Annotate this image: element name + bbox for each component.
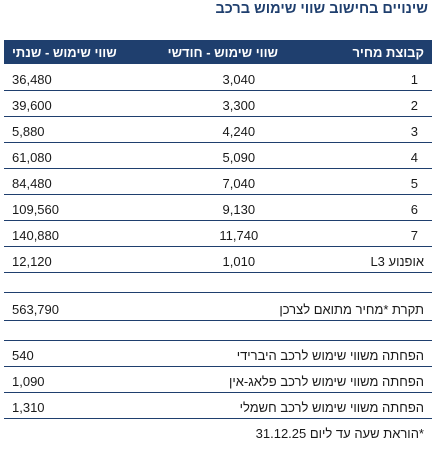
yearly-value-cell: 5,880: [4, 116, 160, 143]
price-group-cell: 7: [285, 220, 432, 247]
table-row: 5 7,040 84,480: [4, 168, 432, 195]
monthly-value-cell: 1,010: [159, 246, 286, 273]
price-group-cell: 4: [285, 142, 432, 169]
monthly-value-cell: 4,240: [159, 116, 286, 143]
footnote-row: *הוראת שעה עד ליום 31.12.25: [4, 418, 432, 444]
table-row: 3 4,240 5,880: [4, 116, 432, 143]
monthly-value-cell: 7,040: [159, 168, 286, 195]
deduction-value: 540: [4, 340, 160, 367]
monthly-value-cell: 3,040: [159, 64, 286, 91]
spacer-row: [4, 320, 432, 341]
deduction-value: 1,310: [4, 392, 160, 419]
yearly-value-cell: 39,600: [4, 90, 160, 117]
table-row: 6 9,130 109,560: [4, 194, 432, 221]
ceiling-row: תקרת *מחיר מתואם לצרכן 563,790: [4, 292, 432, 321]
monthly-value-cell: 9,130: [159, 194, 286, 221]
price-group-cell: אופנוע L3: [285, 246, 432, 273]
yearly-value-cell: 140,880: [4, 220, 160, 247]
deduction-row: הפחתה משווי שימוש לרכב פלאג-אין 1,090: [4, 366, 432, 393]
price-group-cell: 5: [285, 168, 432, 195]
price-group-cell: 3: [285, 116, 432, 143]
yearly-value-cell: 109,560: [4, 194, 160, 221]
header-monthly-value: שווי שימוש - חודשי: [159, 40, 286, 64]
price-group-cell: 1: [285, 64, 432, 91]
table-row: 7 11,740 140,880: [4, 220, 432, 247]
page-title: שינויים בחישוב שווי שימוש ברכב: [215, 1, 429, 17]
monthly-value-cell: 5,090: [159, 142, 286, 169]
table-row: 1 3,040 36,480: [4, 64, 432, 91]
usage-value-table: קבוצת מחיר שווי שימוש - חודשי שווי שימוש…: [4, 40, 432, 444]
deduction-row: הפחתה משווי שימוש לרכב חשמלי 1,310: [4, 392, 432, 419]
header-yearly-value: שווי שימוש - שנתי: [4, 40, 160, 64]
price-group-cell: 2: [285, 90, 432, 117]
yearly-value-cell: 36,480: [4, 64, 160, 91]
yearly-value-cell: 12,120: [4, 246, 160, 273]
table-header-row: קבוצת מחיר שווי שימוש - חודשי שווי שימוש…: [4, 40, 432, 64]
footnote: *הוראת שעה עד ליום 31.12.25: [255, 426, 424, 441]
ceiling-value: 563,790: [4, 292, 160, 321]
header-price-group: קבוצת מחיר: [285, 40, 432, 64]
table-row: 2 3,300 39,600: [4, 90, 432, 117]
deduction-row: הפחתה משווי שימוש לרכב היברידי 540: [4, 340, 432, 367]
ceiling-label: תקרת *מחיר מתואם לצרכן: [159, 292, 432, 321]
deduction-label: הפחתה משווי שימוש לרכב חשמלי: [159, 392, 432, 419]
deduction-label: הפחתה משווי שימוש לרכב היברידי: [159, 340, 432, 367]
monthly-value-cell: 11,740: [159, 220, 286, 247]
table-row: אופנוע L3 1,010 12,120: [4, 246, 432, 273]
price-group-cell: 6: [285, 194, 432, 221]
deduction-value: 1,090: [4, 366, 160, 393]
deduction-label: הפחתה משווי שימוש לרכב פלאג-אין: [159, 366, 432, 393]
monthly-value-cell: 3,300: [159, 90, 286, 117]
yearly-value-cell: 61,080: [4, 142, 160, 169]
spacer-row: [4, 272, 432, 293]
yearly-value-cell: 84,480: [4, 168, 160, 195]
table-row: 4 5,090 61,080: [4, 142, 432, 169]
